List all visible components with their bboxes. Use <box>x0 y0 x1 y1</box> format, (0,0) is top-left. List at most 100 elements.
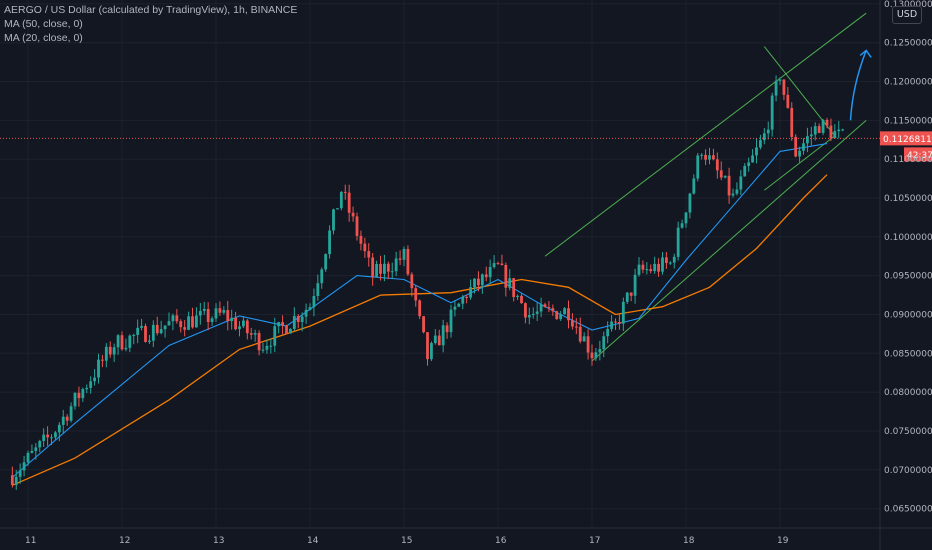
candle-body <box>38 440 42 448</box>
candle-body <box>841 129 845 131</box>
candle-body <box>73 392 77 407</box>
candle-body <box>621 301 625 324</box>
legend-ma50: MA (50, close, 0) <box>4 18 83 30</box>
candle-body <box>657 263 660 272</box>
candle-body <box>363 243 367 252</box>
candle-body <box>680 223 684 228</box>
price-line-group: 0.11268118 42:37 <box>0 131 932 162</box>
x-tick-label: 12 <box>119 536 130 546</box>
candle-body <box>778 79 782 81</box>
candle-body <box>480 274 484 286</box>
candle-body <box>50 437 53 439</box>
candle-body <box>739 176 743 190</box>
candle-body <box>755 147 758 156</box>
candle-body <box>641 264 645 270</box>
candle-body <box>719 170 723 178</box>
candle-body <box>661 257 664 272</box>
candle-body <box>81 389 85 399</box>
candle-body <box>171 315 175 322</box>
candle-body <box>34 447 38 451</box>
candle-body <box>731 193 735 196</box>
candle-body <box>136 327 140 335</box>
candle-body <box>26 452 30 463</box>
candle-body <box>371 257 375 277</box>
candle-body <box>766 129 770 134</box>
channel-lines <box>544 12 872 362</box>
candle-body <box>786 94 790 108</box>
candle-body <box>242 320 245 327</box>
candle-body <box>253 333 257 335</box>
legend-title: AERGO / US Dollar (calculated by Trading… <box>4 4 298 16</box>
candle-body <box>551 308 555 312</box>
currency-selector[interactable]: USD <box>892 6 922 24</box>
x-tick-label: 13 <box>213 536 224 546</box>
candle-body <box>629 292 633 296</box>
candle-body <box>195 315 198 328</box>
candle-body <box>809 134 813 137</box>
candle-body <box>715 159 719 171</box>
candle-body <box>191 316 194 328</box>
candle-body <box>614 321 617 323</box>
candle-body <box>492 263 496 267</box>
x-axis: 11 12 13 14 15 16 17 18 19 <box>25 536 789 546</box>
candle-body <box>104 346 108 361</box>
candle-body <box>426 332 429 360</box>
candle-body <box>112 347 116 355</box>
candle-body <box>328 230 331 255</box>
candle-body <box>602 336 606 350</box>
legend-ma20: MA (20, close, 0) <box>4 32 83 44</box>
x-tick-label: 15 <box>401 536 412 546</box>
candle-body <box>124 347 128 350</box>
candle-body <box>633 274 637 296</box>
candle-body <box>802 143 805 151</box>
candle-body <box>312 296 316 308</box>
candle-body <box>394 258 398 272</box>
candle-body <box>535 311 539 314</box>
candle-body <box>610 321 613 329</box>
candle-body <box>116 335 120 348</box>
candle-body <box>140 325 143 328</box>
candle-body <box>30 450 34 453</box>
candle-body <box>265 345 269 350</box>
ma50-line <box>12 174 828 486</box>
candle-body <box>22 462 26 471</box>
candle-body <box>762 133 766 141</box>
candle-body <box>571 320 574 327</box>
candle-body <box>649 269 653 272</box>
candle-body <box>582 336 586 342</box>
candle-body <box>57 424 61 433</box>
candle-body <box>798 150 801 157</box>
candle-body <box>433 335 437 344</box>
candle-body <box>261 349 265 351</box>
candle-body <box>324 254 328 270</box>
candle-body <box>132 334 136 336</box>
candle-body <box>598 349 602 353</box>
candle-body <box>222 310 226 313</box>
channel-lower-line <box>591 119 867 362</box>
candle-body <box>159 329 163 334</box>
candle-body <box>453 306 457 310</box>
candle-body <box>469 287 472 298</box>
x-tick-label: 17 <box>589 536 600 546</box>
candle-body <box>93 377 96 382</box>
candle-body <box>794 136 798 157</box>
candle-body <box>637 264 641 275</box>
candle-body <box>238 326 241 330</box>
candle-body <box>410 274 414 289</box>
candle-body <box>332 209 335 231</box>
candle-body <box>367 251 371 258</box>
candle-body <box>743 165 747 177</box>
candle-body <box>594 352 598 359</box>
candle-body <box>383 263 386 274</box>
candle-body <box>567 308 570 321</box>
candle-body <box>210 318 214 323</box>
candle-body <box>531 313 535 316</box>
